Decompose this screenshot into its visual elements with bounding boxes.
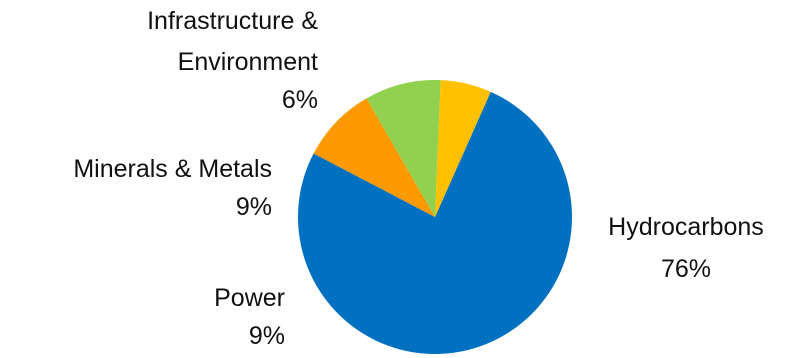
label-power-name: Power bbox=[214, 284, 285, 312]
label-hydrocarbons-name: Hydrocarbons bbox=[608, 213, 764, 241]
slice-minerals-metals bbox=[366, 79, 441, 217]
slice-hydrocarbons bbox=[298, 91, 573, 354]
label-infrastructure-line2: Environment bbox=[178, 48, 318, 76]
slice-infrastructure-environment bbox=[435, 80, 491, 218]
label-minerals-name: Minerals & Metals bbox=[73, 155, 272, 183]
label-hydrocarbons-percent: 76% bbox=[661, 255, 711, 283]
label-infrastructure-percent: 6% bbox=[282, 86, 318, 114]
slice-power bbox=[313, 98, 435, 217]
pie-slices bbox=[298, 79, 573, 354]
label-infrastructure-line1: Infrastructure & bbox=[147, 7, 318, 35]
label-minerals-percent: 9% bbox=[236, 193, 272, 221]
label-power-percent: 9% bbox=[249, 322, 285, 350]
pie-labels: Hydrocarbons 76% Power 9% Minerals & Met… bbox=[73, 7, 763, 350]
